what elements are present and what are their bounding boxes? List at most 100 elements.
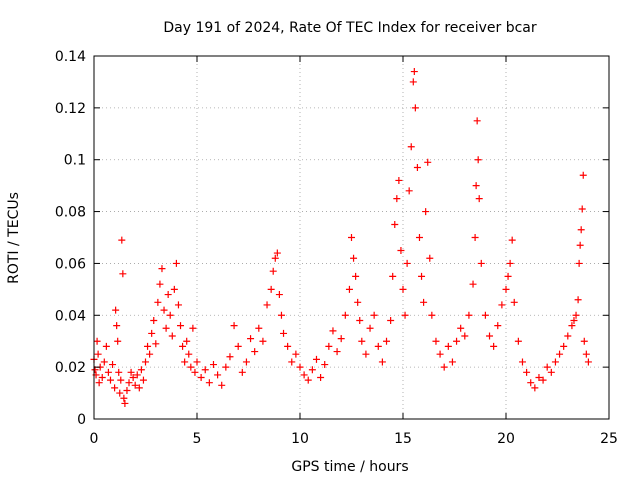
data-point [112, 306, 120, 314]
data-point [574, 296, 582, 304]
data-point [395, 176, 403, 184]
data-point [469, 280, 477, 288]
data-point [247, 335, 255, 343]
data-point [154, 298, 162, 306]
data-point [234, 342, 242, 350]
data-point [401, 311, 409, 319]
data-point [166, 311, 174, 319]
data-point [531, 384, 539, 392]
data-point [440, 363, 448, 371]
x-tick-label: 15 [394, 431, 412, 447]
data-point [152, 340, 160, 348]
data-point [337, 335, 345, 343]
ticks-layer: 0 5 10 15 20 25 0 0.02 0.04 0.06 0.08 0.1 0.12 0.14 [55, 49, 618, 447]
data-point [415, 234, 423, 241]
data-point [504, 272, 512, 280]
data-point [490, 342, 498, 350]
data-point [473, 117, 481, 125]
data-point [506, 259, 514, 267]
grid-layer [94, 56, 609, 419]
data-point [514, 337, 522, 345]
data-point [547, 368, 555, 376]
data-point [296, 363, 304, 371]
data-point [118, 236, 126, 244]
data-point [119, 270, 127, 278]
data-point [502, 285, 510, 293]
data-point [472, 182, 480, 190]
data-point [94, 350, 102, 358]
data-point [120, 394, 128, 402]
data-point [570, 316, 578, 324]
data-point [183, 337, 191, 345]
data-point [325, 342, 333, 350]
data-point [187, 363, 195, 371]
data-point [444, 342, 452, 350]
data-point [436, 350, 444, 358]
data-point [350, 254, 358, 262]
data-point [114, 337, 122, 345]
data-point [158, 265, 166, 273]
data-point [116, 389, 124, 397]
data-point [218, 381, 226, 389]
data-point [399, 285, 407, 293]
data-point [139, 376, 147, 384]
data-point [543, 363, 551, 371]
data-point [551, 358, 559, 366]
data-point [391, 221, 399, 229]
y-tick-label: 0.14 [55, 49, 86, 65]
data-point [564, 332, 572, 340]
data-point [263, 301, 271, 309]
data-point [584, 358, 592, 366]
data-point [150, 316, 158, 324]
data-point [413, 163, 421, 171]
y-axis-label: ROTI / TECUs [6, 192, 22, 284]
data-point [556, 350, 564, 358]
data-point [93, 337, 101, 345]
data-point [362, 350, 370, 358]
data-point [259, 337, 267, 345]
y-tick-label: 0.08 [55, 205, 86, 221]
data-point [106, 376, 114, 384]
data-point [575, 259, 583, 267]
data-point [174, 301, 182, 309]
data-point [115, 368, 123, 376]
y-tick-label: 0.06 [55, 256, 86, 272]
data-point [329, 327, 337, 335]
data-point [393, 195, 401, 203]
data-point [129, 374, 137, 382]
data-point [539, 376, 547, 384]
data-point [580, 337, 588, 345]
y-tick-label: 0.12 [55, 101, 86, 117]
data-point [477, 259, 485, 267]
data-point [142, 358, 149, 366]
data-point [374, 342, 382, 350]
data-point [168, 332, 176, 340]
data-point [123, 386, 131, 394]
data-point [300, 371, 308, 379]
data-point [426, 254, 434, 262]
data-point [125, 379, 133, 387]
y-tick-label: 0.1 [64, 153, 86, 169]
data-point [111, 384, 119, 392]
data-point [214, 371, 222, 379]
data-point [177, 322, 185, 330]
data-point [481, 311, 489, 319]
data-point [222, 363, 230, 371]
x-tick-label: 5 [193, 431, 202, 447]
data-point [461, 332, 469, 340]
data-point [387, 316, 395, 324]
data-point [582, 350, 590, 358]
data-point [465, 311, 473, 319]
data-point [181, 358, 189, 366]
x-tick-label: 0 [90, 431, 99, 447]
data-point [238, 368, 246, 376]
data-point [568, 322, 576, 330]
data-point [356, 316, 364, 324]
data-point [267, 285, 275, 293]
y-tick-label: 0.02 [55, 360, 86, 376]
data-point [117, 376, 125, 384]
data-point [162, 324, 170, 332]
data-point [156, 280, 164, 288]
data-point [100, 358, 108, 366]
